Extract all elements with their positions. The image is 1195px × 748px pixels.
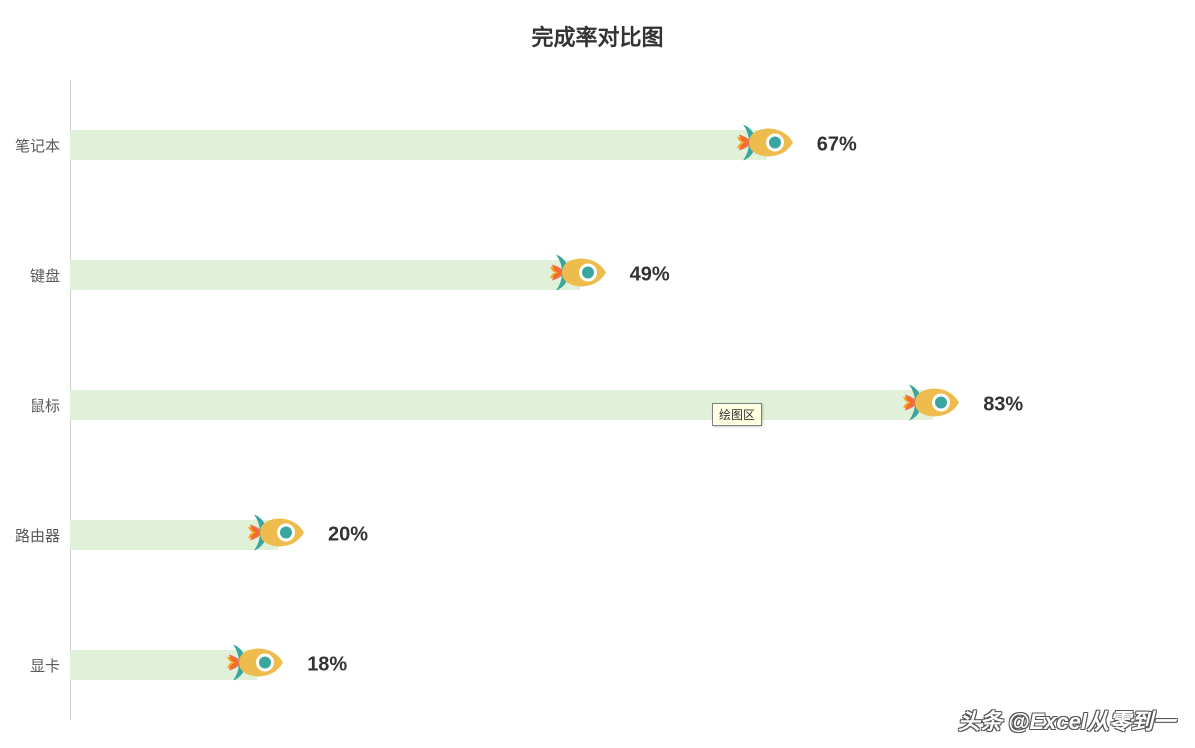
rocket-icon: [737, 123, 793, 163]
rocket-icon: [227, 643, 283, 683]
rocket-marker: [550, 253, 606, 298]
bar: [70, 130, 767, 160]
value-label: 49%: [630, 264, 670, 287]
rocket-marker: [903, 383, 959, 428]
rocket-icon: [550, 253, 606, 293]
plot-area-tooltip: 绘图区: [712, 403, 762, 426]
rocket-marker: [737, 123, 793, 168]
bar-row: 键盘 49%: [70, 210, 1160, 340]
category-label: 笔记本: [10, 135, 60, 156]
value-label: 83%: [983, 394, 1023, 417]
category-label: 路由器: [10, 525, 60, 546]
chart-title: 完成率对比图: [0, 0, 1195, 52]
rocket-marker: [248, 513, 304, 558]
watermark-text: 头条 @Excel从零到一: [958, 704, 1175, 736]
rocket-marker: [227, 643, 283, 688]
bar: [70, 390, 933, 420]
bar-row: 路由器 20%: [70, 470, 1160, 600]
value-label: 67%: [817, 134, 857, 157]
bar: [70, 520, 278, 550]
category-label: 鼠标: [10, 395, 60, 416]
category-label: 显卡: [10, 655, 60, 676]
bars-container: 笔记本 67%键盘 49%鼠标 83%路由器 20%显卡 18%: [70, 80, 1160, 730]
category-label: 键盘: [10, 265, 60, 286]
bar: [70, 260, 580, 290]
value-label: 20%: [328, 524, 368, 547]
value-label: 18%: [307, 654, 347, 677]
bar-row: 笔记本 67%: [70, 80, 1160, 210]
rocket-icon: [248, 513, 304, 553]
chart-plot-area: 笔记本 67%键盘 49%鼠标 83%路由器 20%显卡 18%: [70, 80, 1160, 730]
bar-row: 鼠标 83%: [70, 340, 1160, 470]
rocket-icon: [903, 383, 959, 423]
